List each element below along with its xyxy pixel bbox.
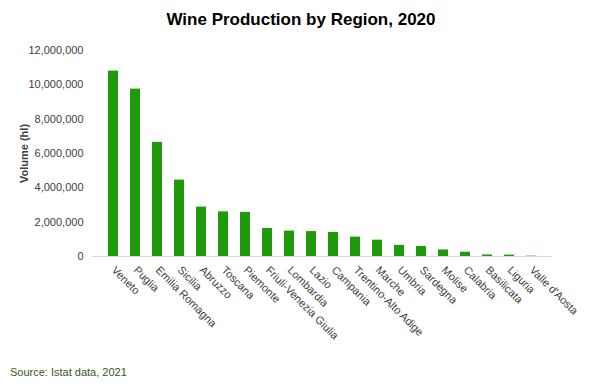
- svg-text:Umbria: Umbria: [395, 263, 430, 298]
- svg-text:Lazio: Lazio: [308, 264, 335, 291]
- svg-text:Liguria: Liguria: [505, 263, 538, 296]
- svg-text:Volume (hl): Volume (hl): [18, 124, 30, 183]
- svg-text:2,000,000: 2,000,000: [35, 216, 84, 228]
- svg-text:0: 0: [77, 250, 83, 262]
- svg-text:Toscana: Toscana: [219, 263, 258, 302]
- svg-text:Basilicata: Basilicata: [483, 263, 526, 306]
- svg-text:Veneto: Veneto: [109, 263, 143, 297]
- svg-text:6,000,000: 6,000,000: [35, 147, 84, 159]
- svg-text:Campania: Campania: [329, 263, 374, 308]
- svg-text:Piemonte: Piemonte: [241, 263, 283, 306]
- svg-text:Trentino-Alto Adige: Trentino-Alto Adige: [351, 263, 426, 339]
- svg-text:Emilia Romagna: Emilia Romagna: [153, 263, 220, 330]
- svg-text:Calabria: Calabria: [461, 263, 500, 302]
- svg-text:Sicilia: Sicilia: [175, 263, 205, 293]
- svg-text:12,000,000: 12,000,000: [28, 44, 83, 56]
- svg-text:4,000,000: 4,000,000: [35, 181, 84, 193]
- svg-text:8,000,000: 8,000,000: [35, 113, 84, 125]
- svg-text:Lombardia: Lombardia: [285, 263, 331, 309]
- svg-text:Puglia: Puglia: [131, 263, 162, 294]
- html-text:Wine Production by Region, 202: Wine Production by Region, 2020: [166, 10, 436, 29]
- svg-text:Sardegna: Sardegna: [417, 263, 460, 306]
- svg-text:10,000,000: 10,000,000: [28, 78, 83, 90]
- svg-text:Friuli-Venezia Giulia: Friuli-Venezia Giulia: [264, 264, 342, 342]
- html-text:Source: Istat data, 2021: Source: Istat data, 2021: [10, 366, 127, 378]
- svg-text:Abruzzo: Abruzzo: [197, 263, 235, 301]
- svg-text:Molise: Molise: [439, 263, 471, 295]
- svg-text:Marche: Marche: [373, 263, 408, 299]
- svg-text:Valle d'Aosta: Valle d'Aosta: [528, 264, 582, 318]
